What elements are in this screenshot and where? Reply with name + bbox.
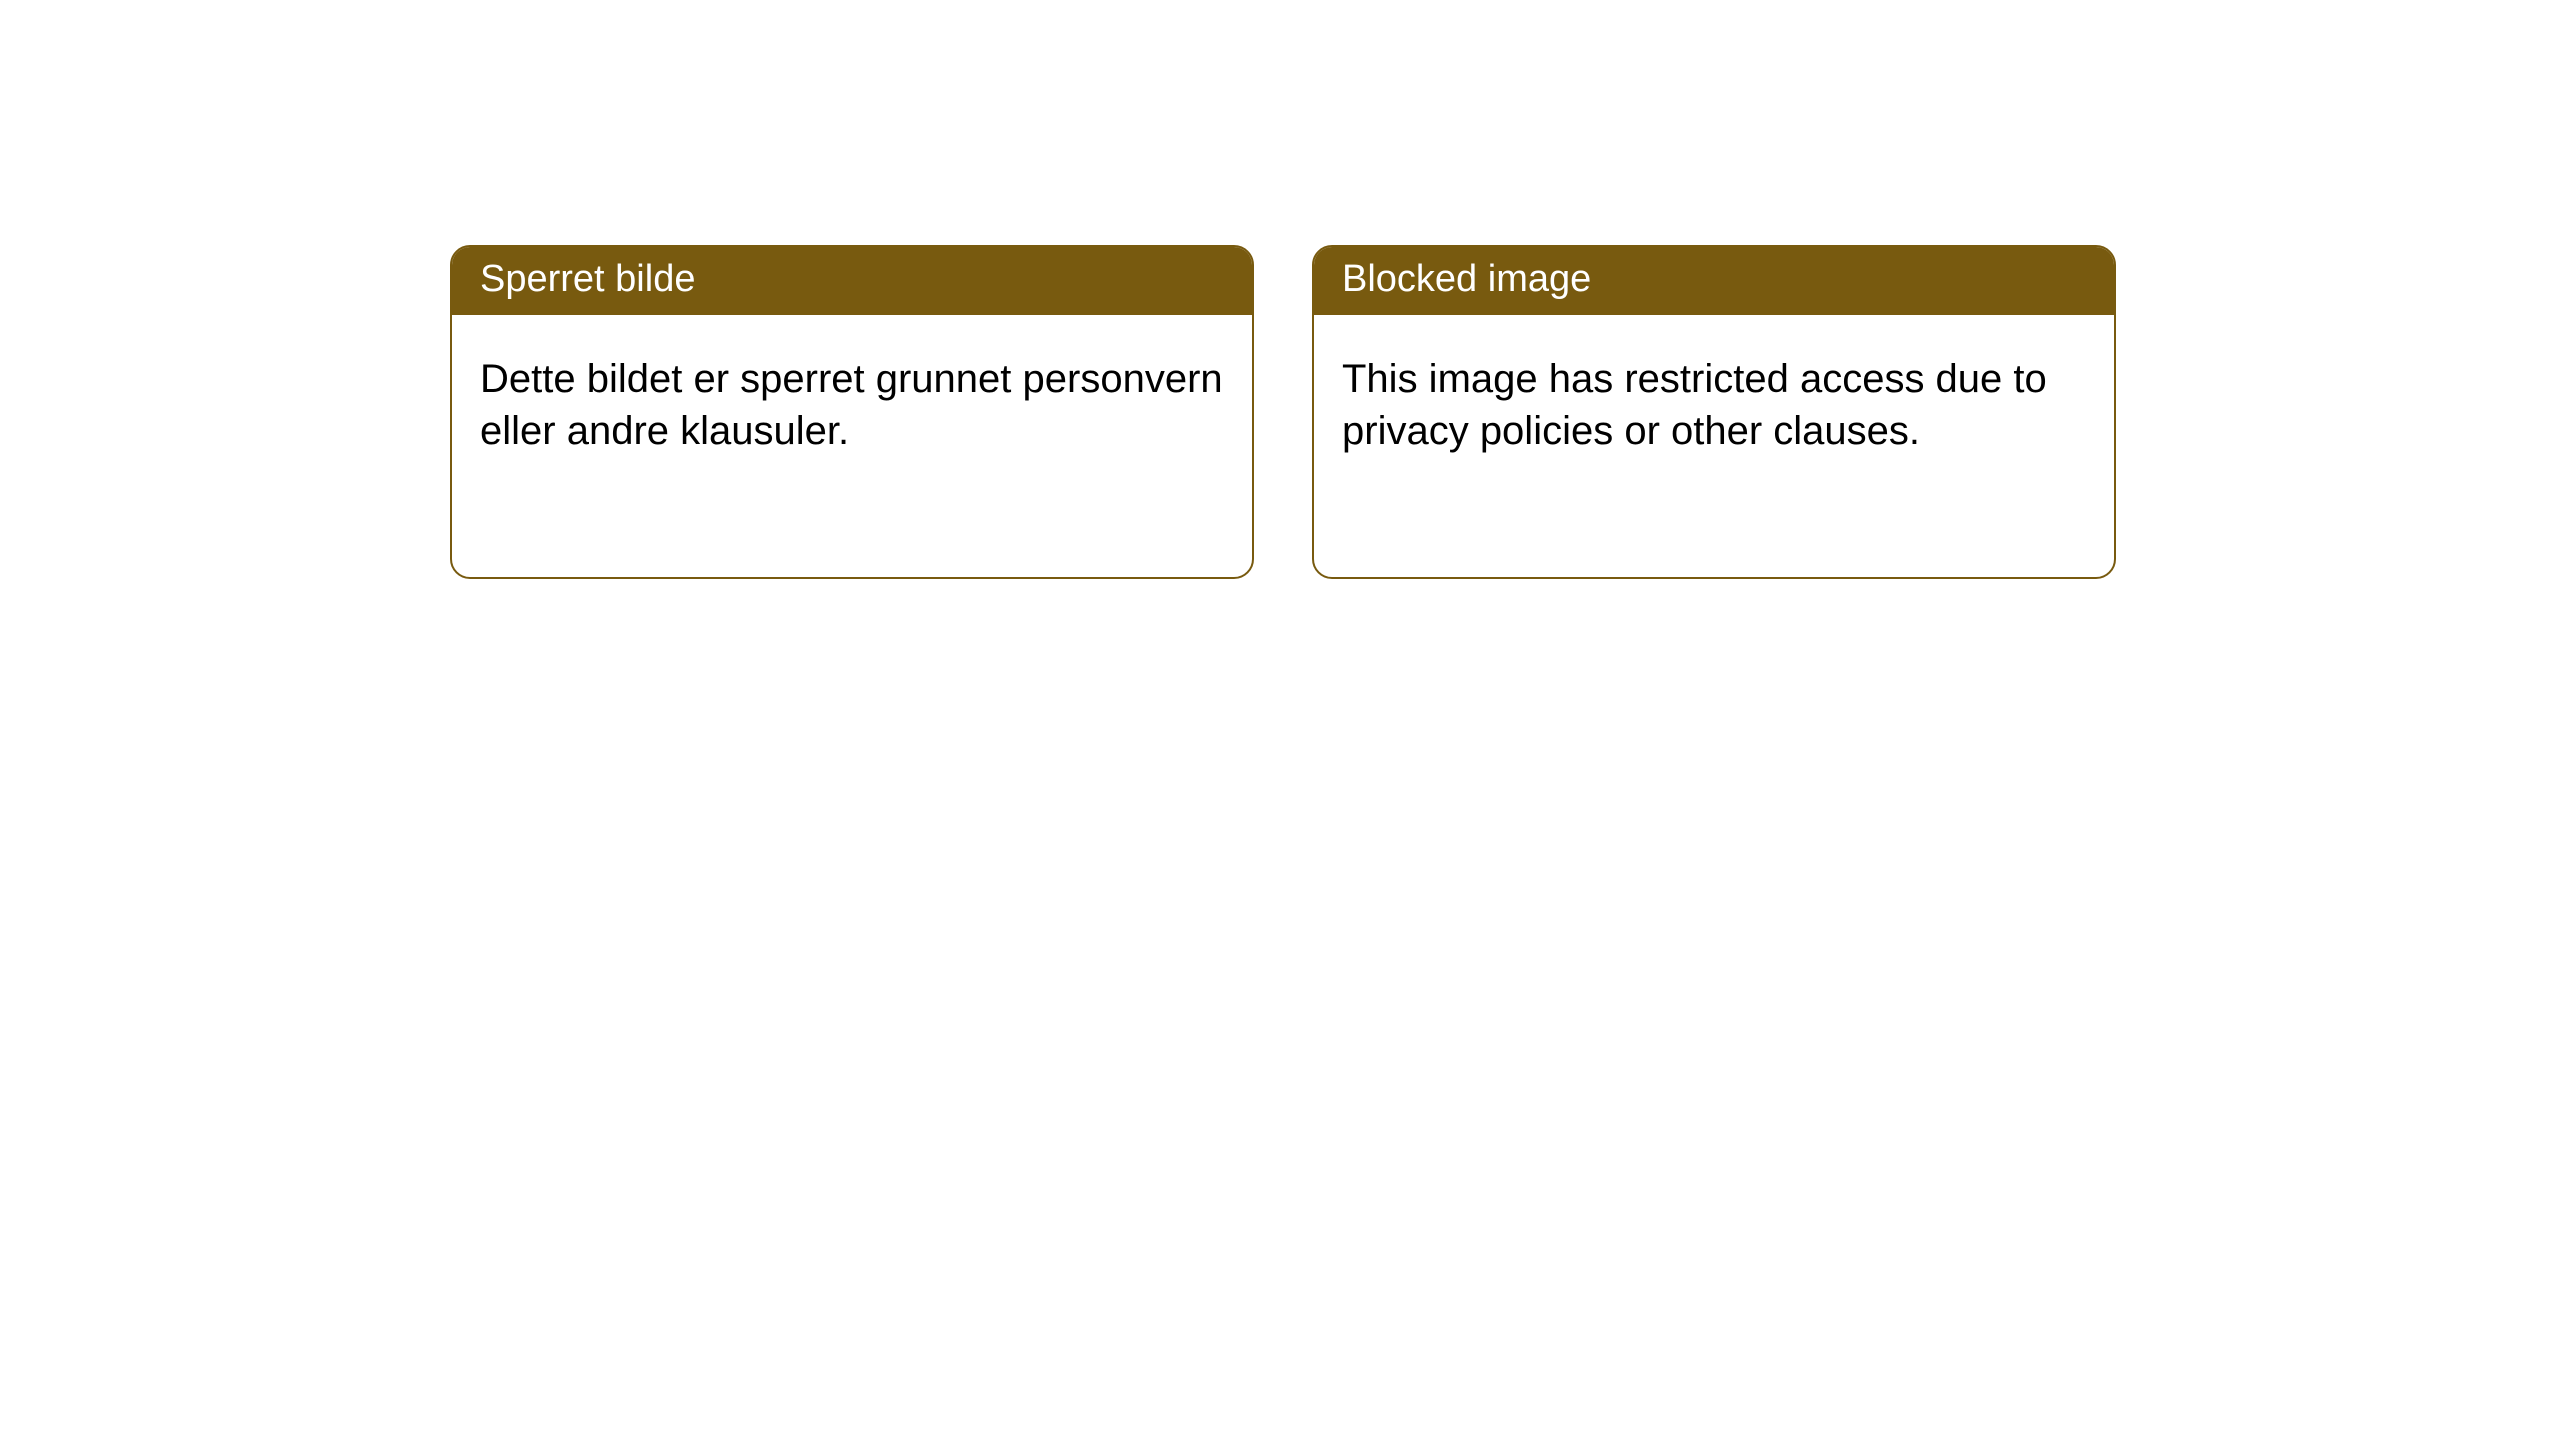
card-header-norwegian: Sperret bilde	[452, 247, 1252, 315]
card-body-norwegian: Dette bildet er sperret grunnet personve…	[452, 315, 1252, 485]
card-message-english: This image has restricted access due to …	[1342, 357, 2047, 453]
notice-container: Sperret bilde Dette bildet er sperret gr…	[0, 0, 2560, 579]
card-title-norwegian: Sperret bilde	[480, 258, 695, 300]
blocked-image-card-english: Blocked image This image has restricted …	[1312, 245, 2116, 579]
card-body-english: This image has restricted access due to …	[1314, 315, 2114, 485]
card-message-norwegian: Dette bildet er sperret grunnet personve…	[480, 357, 1223, 453]
card-header-english: Blocked image	[1314, 247, 2114, 315]
card-title-english: Blocked image	[1342, 258, 1591, 300]
blocked-image-card-norwegian: Sperret bilde Dette bildet er sperret gr…	[450, 245, 1254, 579]
